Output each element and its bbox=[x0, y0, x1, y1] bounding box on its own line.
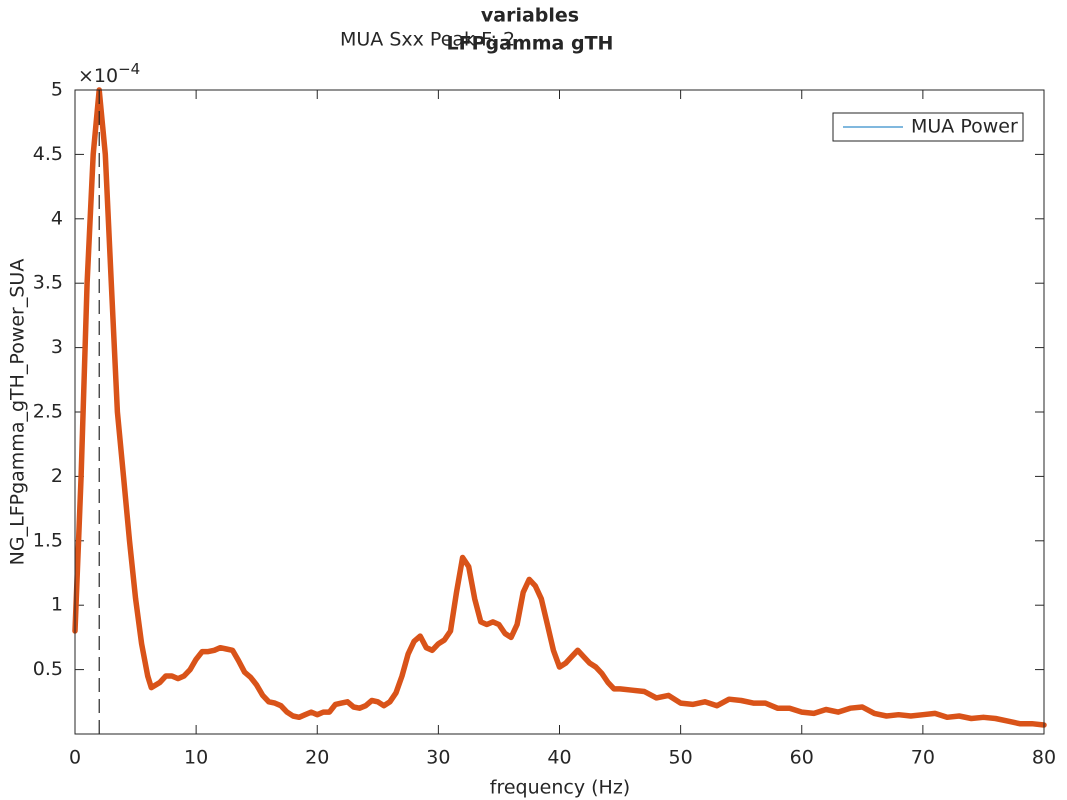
y-tick-label: 3.5 bbox=[33, 272, 63, 294]
x-tick-label: 20 bbox=[305, 747, 329, 769]
chart-subtitle: LFPgamma gTH bbox=[447, 33, 614, 55]
y-tick-label: 1.5 bbox=[33, 529, 63, 551]
x-tick-label: 40 bbox=[547, 747, 571, 769]
y-tick-label: 0.5 bbox=[33, 658, 63, 680]
x-tick-label: 60 bbox=[790, 747, 814, 769]
y-axis-label: NG_LFPgamma_gTH_Power_SUA bbox=[7, 259, 29, 566]
y-tick-label: 5 bbox=[51, 79, 63, 101]
x-tick-label: 50 bbox=[669, 747, 693, 769]
annotation: MUA Sxx Peak F: 2 bbox=[340, 29, 515, 51]
x-tick-label: 10 bbox=[184, 747, 208, 769]
y-tick-label: 3 bbox=[51, 336, 63, 358]
y-tick-label: 2.5 bbox=[33, 401, 63, 423]
x-tick-label: 0 bbox=[69, 747, 81, 769]
exponent-power: −4 bbox=[118, 60, 140, 78]
x-tick-label: 30 bbox=[426, 747, 450, 769]
y-tick-label: 4 bbox=[51, 207, 63, 229]
axes-box bbox=[74, 89, 1045, 735]
legend-label: MUA Power bbox=[911, 116, 1018, 138]
data-line bbox=[72, 87, 1047, 728]
chart-title: variables bbox=[481, 5, 579, 27]
y-tick-label: 1 bbox=[51, 594, 63, 616]
y-tick-label: 2 bbox=[51, 465, 63, 487]
x-tick-label: 70 bbox=[911, 747, 935, 769]
x-axis-label: frequency (Hz) bbox=[490, 777, 630, 799]
y-tick-label: 4.5 bbox=[33, 143, 63, 165]
y-exponent: ×10−4 bbox=[78, 60, 140, 87]
x-tick-label: 80 bbox=[1032, 747, 1056, 769]
exponent-base: ×10 bbox=[78, 65, 118, 87]
